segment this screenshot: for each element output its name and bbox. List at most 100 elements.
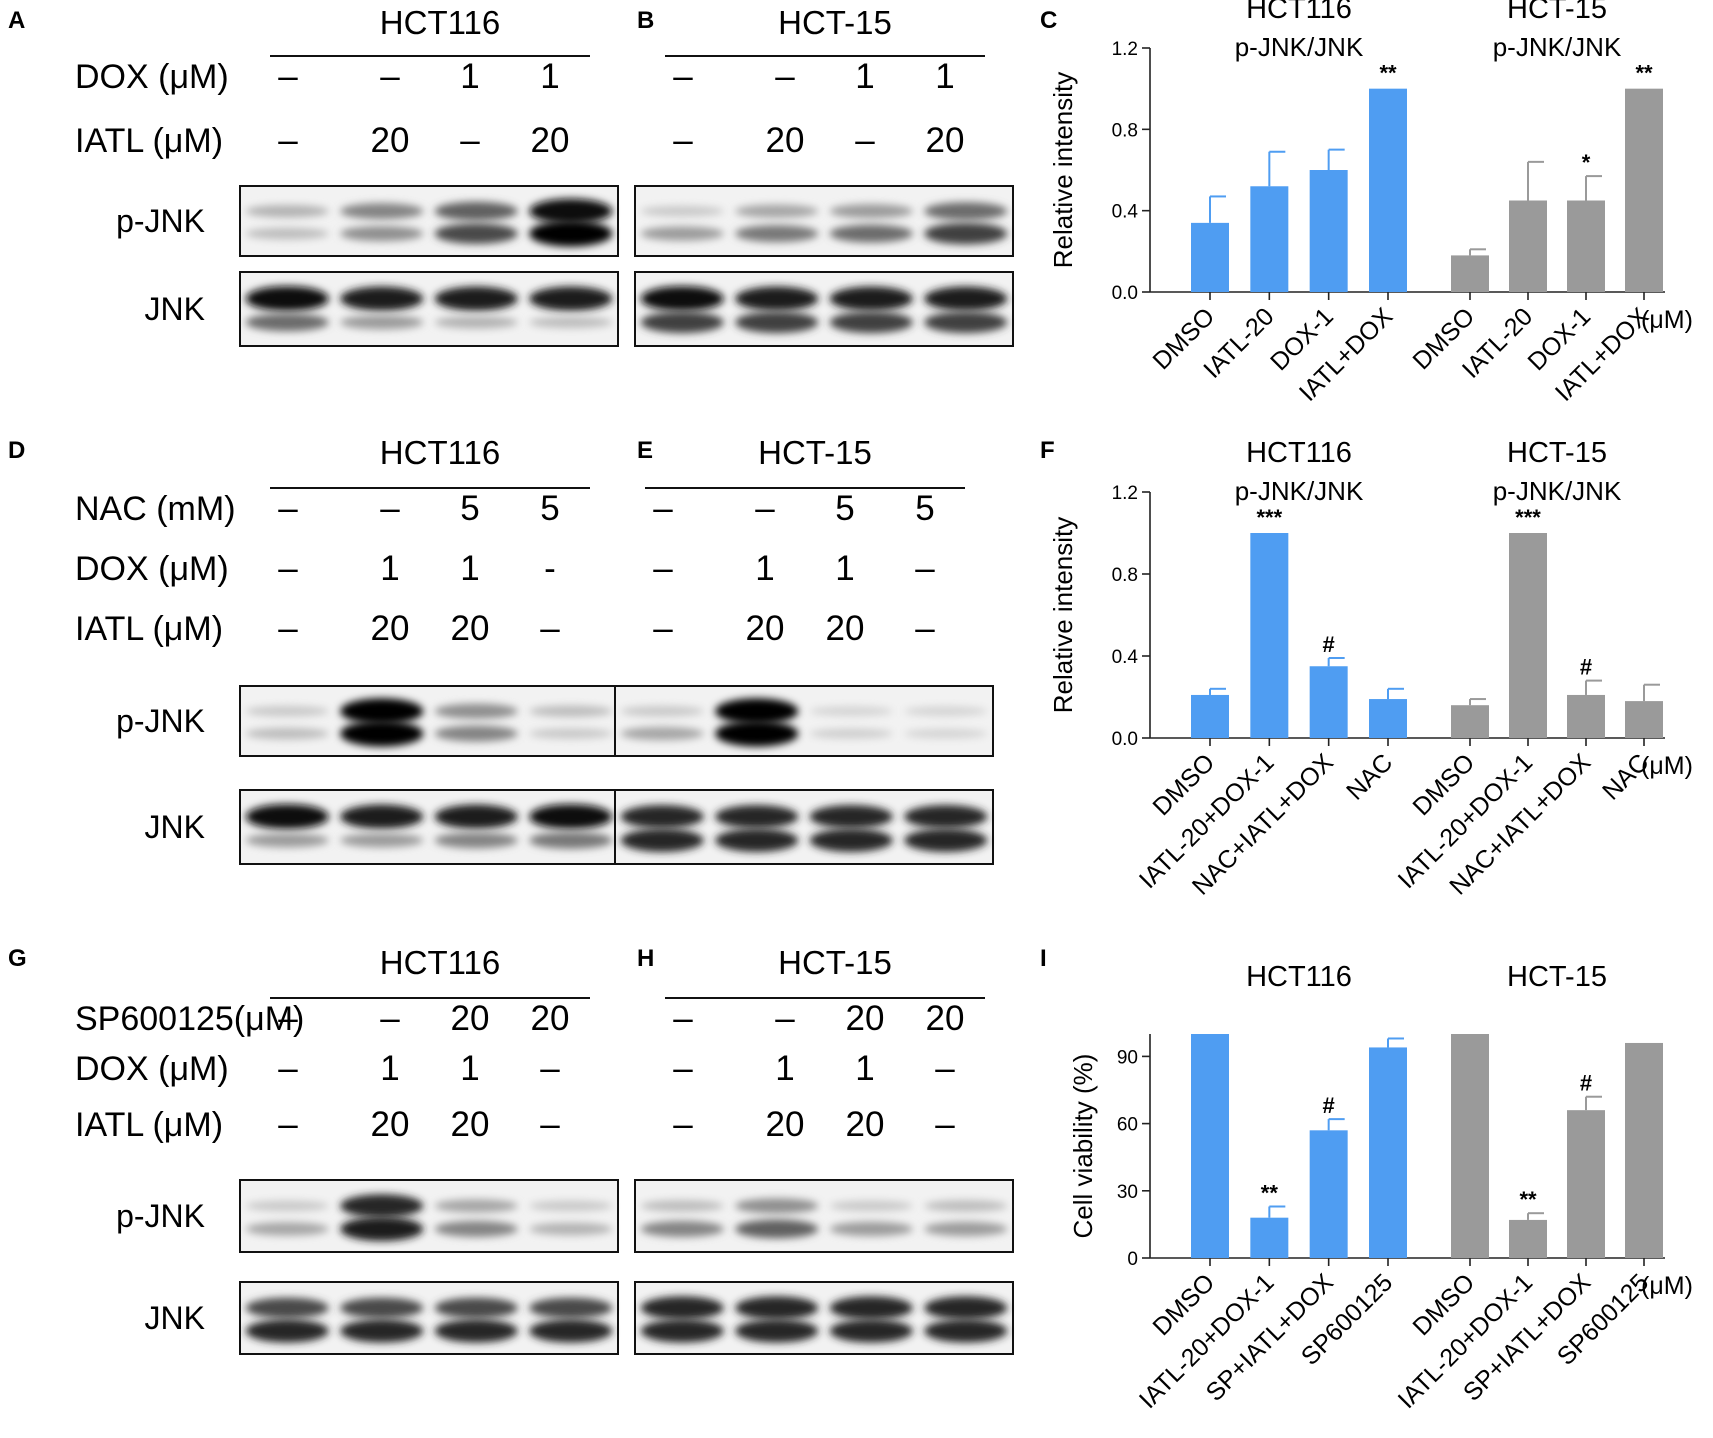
y-tick-label: 90 [1117,1047,1138,1068]
condition-value: – [380,999,400,1038]
band [715,720,799,747]
bar [1567,200,1605,292]
group-subtitle: p-JNK/JNK [1235,32,1364,62]
condition-value: 1 [460,57,479,96]
band [904,828,988,852]
band [245,804,329,830]
bar [1451,255,1489,292]
band [829,224,913,243]
condition-value: – [935,1105,955,1144]
bar [1625,701,1663,738]
blot-panel-E: E HCT-15 – – 5 5 – 1 1 – – 20 20 – [614,434,994,865]
protein-label: JNK [145,291,205,327]
significance-marker: # [1580,655,1592,680]
significance-marker: # [1323,632,1335,657]
band [529,220,613,247]
y-tick-label: 0.0 [1112,729,1138,750]
condition-value: 20 [531,121,570,160]
blot-box [634,1179,1014,1253]
band [620,828,704,852]
condition-value: 1 [460,1049,479,1088]
band [640,205,724,217]
band [340,315,424,330]
condition-value: – [935,1049,955,1088]
band [640,1220,724,1238]
panel-label-F: F [1040,437,1055,464]
band [245,1319,329,1343]
band [924,1319,1008,1343]
bar [1509,200,1547,292]
condition-value: 1 [755,549,774,588]
band [620,705,704,717]
group-title: HCT-15 [1507,0,1607,25]
condition-label: SP600125(μM) [75,1000,304,1038]
condition-value: 1 [935,57,954,96]
band [434,1199,518,1213]
group-title: HCT-15 [1507,961,1607,993]
cell-line-title: HCT116 [380,4,500,41]
condition-value: 1 [540,57,559,96]
condition-value: 20 [846,1105,885,1144]
y-tick-label: 0.0 [1112,283,1138,304]
condition-value: 5 [835,489,854,528]
condition-value: 1 [775,1049,794,1088]
y-axis-label: Cell viability (%) [1068,1054,1098,1239]
condition-value: 20 [746,609,785,648]
band [529,1200,613,1212]
group-subtitle: p-JNK/JNK [1493,476,1622,506]
condition-value: 20 [371,121,410,160]
band [829,1319,913,1343]
band [245,1200,329,1212]
blot-box [239,685,619,757]
condition-value: 1 [855,1049,874,1088]
y-tick-label: 30 [1117,1182,1138,1203]
protein-label: p-JNK [116,203,205,239]
condition-value: – [855,121,875,160]
condition-value: 1 [380,1049,399,1088]
condition-value: – [673,1049,693,1088]
bar [1250,1217,1289,1258]
condition-value: 20 [766,121,805,160]
condition-value: 20 [926,999,965,1038]
band [735,1319,819,1343]
band [924,1221,1008,1237]
condition-value: 20 [451,1105,490,1144]
condition-value: – [278,1049,298,1088]
condition-value: – [653,489,673,528]
band [735,1198,819,1214]
band [715,698,799,725]
band [434,316,518,329]
blot-box [634,185,1014,257]
condition-value: 20 [371,1105,410,1144]
protein-label: p-JNK [116,1198,205,1234]
band [340,226,424,242]
band [640,226,724,241]
band [640,286,724,312]
condition-value: – [460,121,480,160]
band [735,204,819,218]
condition-label: IATL (μM) [75,610,223,648]
condition-value: – [755,489,775,528]
category-label: NAC [1341,748,1398,805]
band [340,833,424,848]
band [529,198,613,224]
band [640,1296,724,1320]
band [829,311,913,334]
condition-value: – [540,1049,560,1088]
condition-value: - [544,549,556,588]
band [924,1200,1008,1212]
bar [1451,705,1489,738]
band [529,1319,613,1343]
band [735,286,819,311]
condition-label: DOX (μM) [75,1050,229,1088]
significance-marker: ** [1261,1180,1279,1205]
significance-marker: # [1580,1071,1592,1096]
band [434,1319,518,1343]
band [434,201,518,221]
unit-label: (μM) [1641,752,1693,780]
band [829,1221,913,1237]
band [924,311,1008,334]
bar [1191,222,1229,292]
group-title: HCT116 [1246,0,1352,25]
